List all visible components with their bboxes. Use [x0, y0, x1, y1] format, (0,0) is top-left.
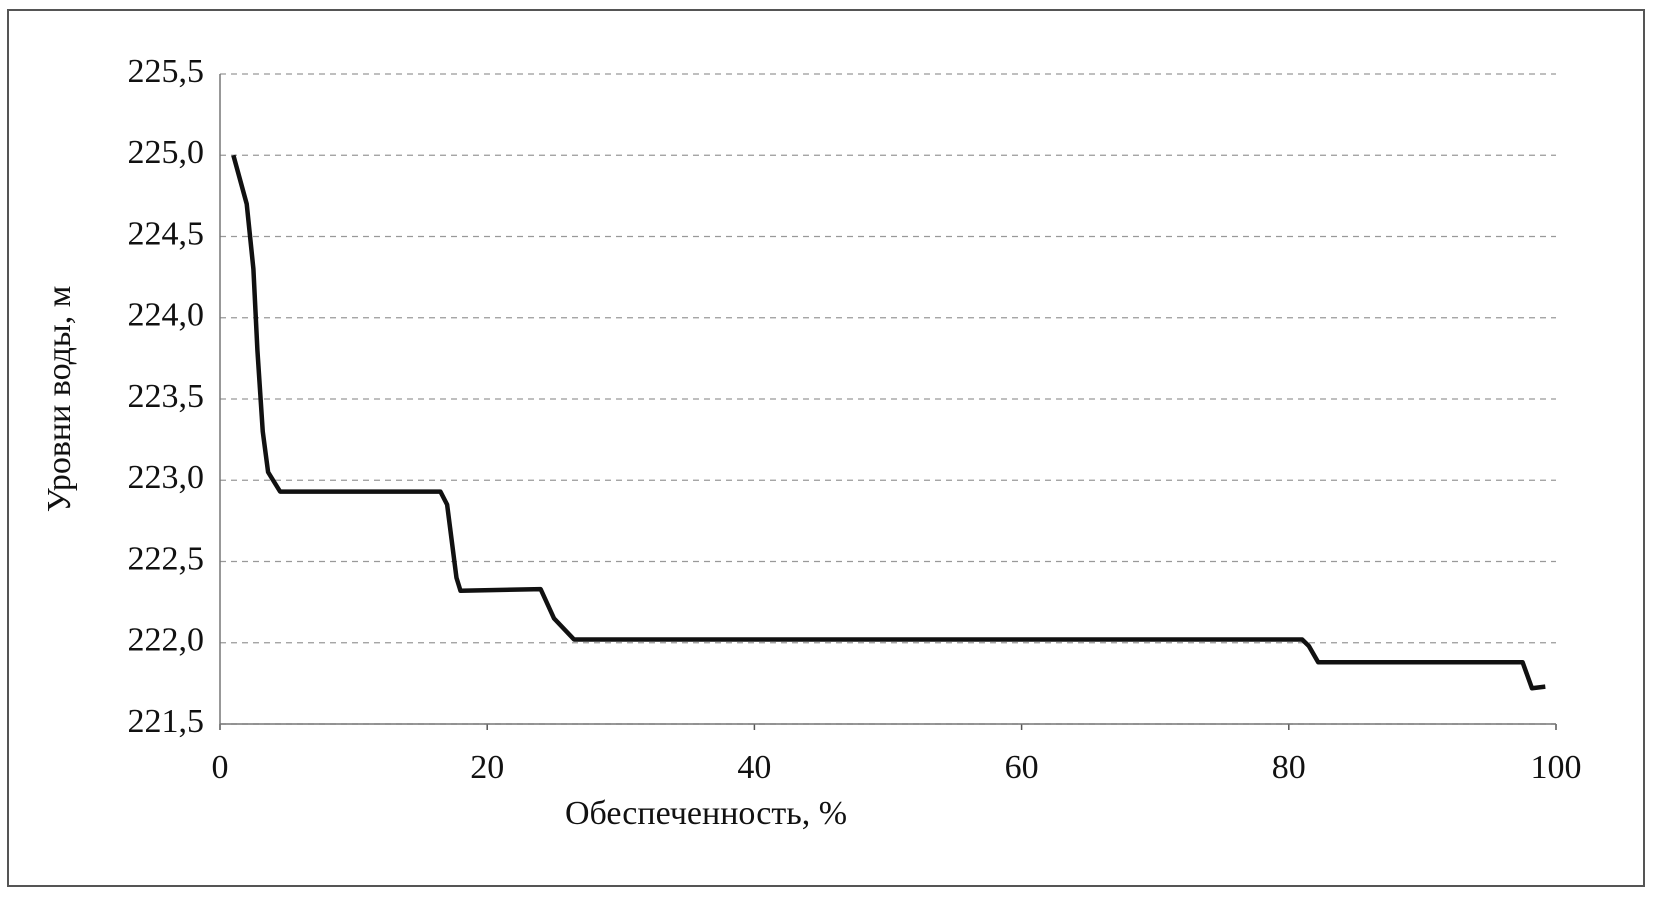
y-tick-label: 223,0 — [128, 459, 205, 496]
y-tick-label: 225,0 — [128, 134, 205, 171]
x-tick-label: 80 — [1272, 749, 1306, 786]
y-axis-label: Уровни воды, м — [41, 286, 78, 513]
y-tick-label: 222,0 — [128, 622, 205, 659]
y-tick-label: 224,0 — [128, 297, 205, 334]
x-tick-label: 60 — [1005, 749, 1039, 786]
x-axis-label: Обеспеченность, % — [565, 795, 847, 832]
x-tick-label: 100 — [1531, 749, 1582, 786]
y-tick-label: 225,5 — [128, 53, 205, 90]
x-tick-label: 20 — [470, 749, 504, 786]
y-tick-label: 223,5 — [128, 378, 205, 415]
y-tick-label: 221,5 — [128, 703, 205, 740]
y-tick-label: 222,5 — [128, 540, 205, 577]
x-tick-label: 40 — [737, 749, 771, 786]
x-tick-label: 0 — [212, 749, 229, 786]
data-line — [231, 154, 1546, 691]
chart-frame — [7, 9, 1645, 887]
y-tick-label: 224,5 — [128, 215, 205, 252]
